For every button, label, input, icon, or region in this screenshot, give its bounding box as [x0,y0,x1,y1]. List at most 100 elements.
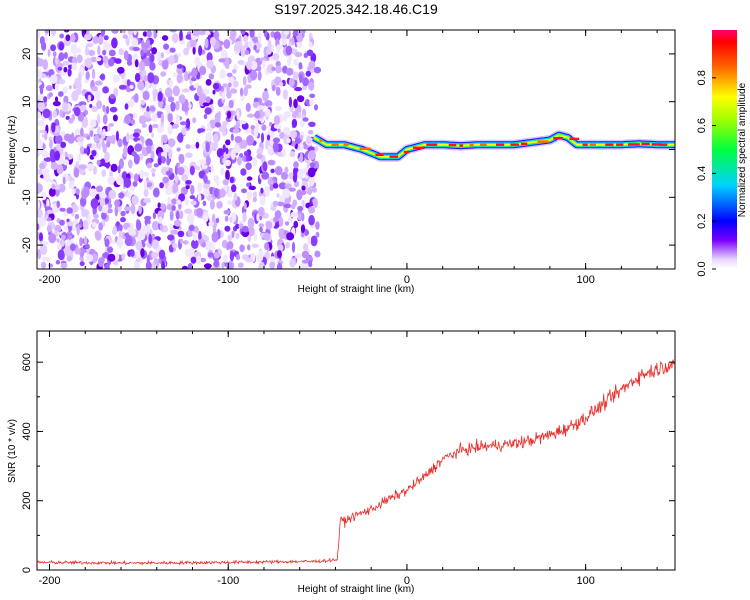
noise-blob [93,213,99,219]
noise-blob [37,200,40,210]
noise-blob [278,216,284,227]
noise-blob [41,256,47,262]
noise-blob [140,248,145,258]
noise-blob [120,210,126,217]
noise-blob [300,261,309,269]
noise-blob [44,30,50,34]
noise-blob [37,30,41,39]
noise-blob [293,220,299,228]
noise-blob [143,198,151,204]
noise-blob [92,166,97,175]
noise-blob [230,148,236,160]
noise-blob [72,56,78,65]
noise-blob [308,150,317,160]
noise-blob [205,156,211,166]
noise-blob [37,168,43,175]
noise-blob [156,51,162,62]
noise-blob [203,263,212,269]
noise-blob [294,51,303,58]
spectrogram-ylabel: Frequency (Hz) [7,116,18,185]
noise-blob [285,67,294,76]
noise-blob [86,145,91,156]
noise-blob [172,123,179,129]
noise-blob [289,130,298,139]
noise-blob [90,56,98,63]
noise-blob [108,49,116,57]
noise-blob [50,44,57,52]
noise-blob [201,241,206,248]
noise-blob [87,213,91,224]
noise-blob [120,217,126,223]
noise-blob [47,49,51,57]
noise-blob [77,153,82,162]
noise-blob [235,223,240,229]
noise-blob [252,196,257,203]
noise-blob [71,62,78,71]
noise-blob [131,37,139,47]
noise-blob [243,35,249,43]
noise-blob [122,34,128,39]
noise-blob [149,106,156,112]
noise-blob [212,89,216,95]
noise-blob [266,47,272,55]
trace-hotspot [658,143,668,146]
noise-blob [205,96,211,104]
trace-hotspot [521,142,528,145]
noise-blob [80,127,84,138]
noise-blob [209,119,217,129]
noise-blob [84,110,89,115]
noise-blob [273,216,279,223]
noise-blob [252,191,257,199]
noise-blob [160,71,167,77]
noise-blob [143,188,149,198]
noise-blob [94,89,101,101]
noise-blobs [37,30,322,269]
noise-blob [145,138,153,148]
noise-blob [265,140,269,150]
noise-blob [42,108,51,119]
noise-blob [315,231,320,238]
noise-blob [275,65,282,74]
noise-blob [292,71,299,81]
noise-blob [238,40,243,50]
noise-blob [251,243,260,248]
noise-blob [169,30,177,33]
noise-blob [197,128,206,133]
noise-blob [259,226,263,233]
noise-blob [45,256,50,263]
noise-blob [63,66,68,73]
noise-blob [85,254,94,262]
noise-blob [282,188,291,199]
noise-blob [271,44,275,53]
noise-blob [125,132,130,143]
y-tick-label: 200 [21,492,33,510]
noise-blob [224,225,231,232]
noise-blob [88,49,96,57]
noise-blob [275,86,281,96]
noise-blob [176,73,183,84]
noise-blob [178,94,186,104]
noise-blob [163,43,170,50]
noise-blob [65,34,71,42]
noise-blob [270,206,277,212]
noise-blob [242,254,249,261]
noise-blob [249,30,255,38]
noise-blob [309,162,316,168]
noise-blob [48,187,56,197]
noise-blob [70,33,76,43]
noise-blob [186,41,191,51]
noise-blob [157,202,161,208]
colorbar-ticks: 0.0 0.2 0.4 0.6 0.8 [696,70,716,277]
snr-xlabel: Height of straight line (km) [298,584,415,595]
noise-blob [232,69,237,74]
noise-blob [262,232,271,241]
noise-blob [79,237,83,247]
noise-blob [167,138,176,148]
noise-blob [102,128,106,136]
noise-blob [173,219,182,227]
noise-blob [202,211,209,223]
noise-blob [197,85,203,96]
noise-blob [162,143,170,153]
noise-blob [114,206,119,217]
noise-blob [105,105,110,115]
